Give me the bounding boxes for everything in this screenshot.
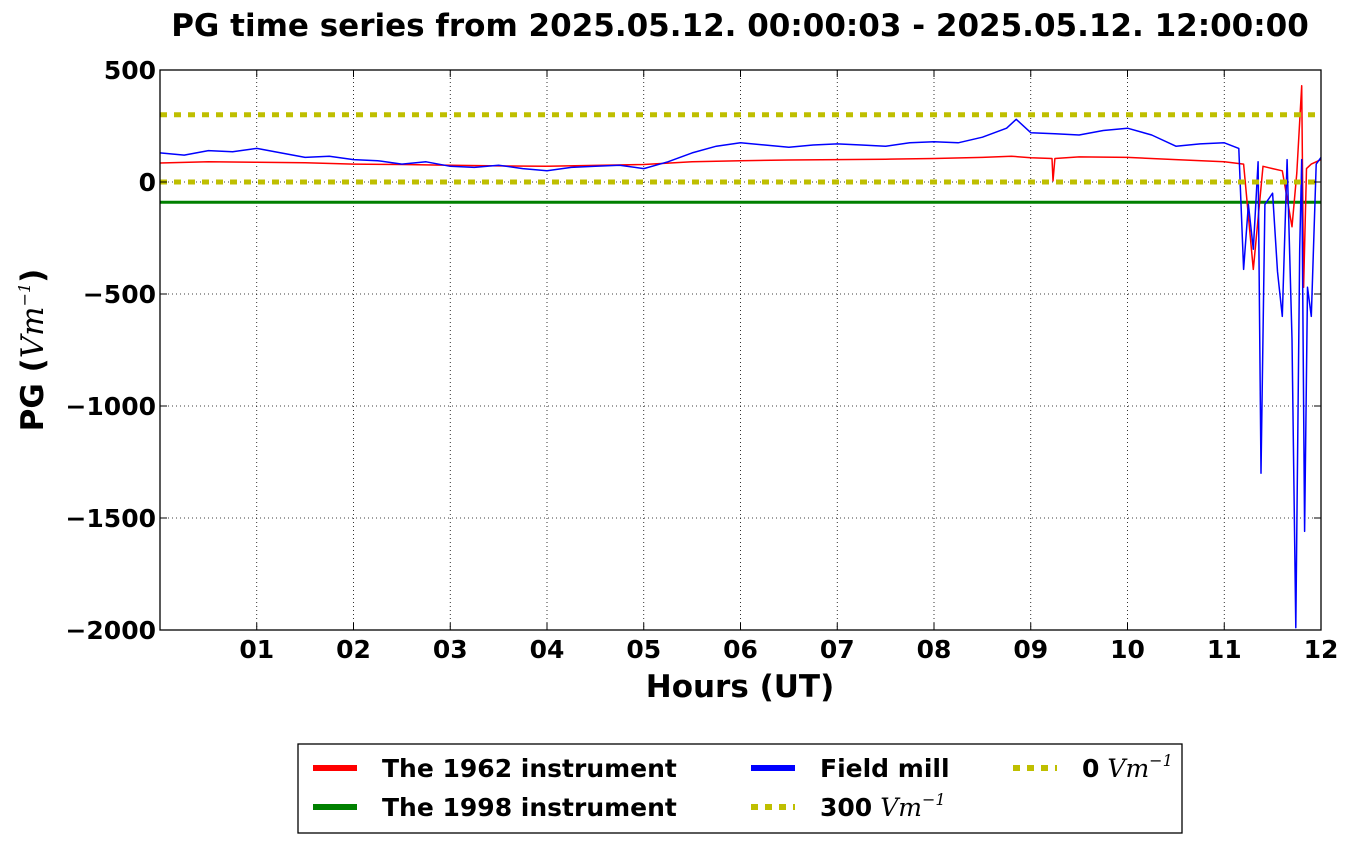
y-axis-label-unit: Vm: [15, 306, 51, 358]
legend-label-1962: The 1962 instrument: [382, 754, 677, 783]
y-axis-label-suffix: ): [15, 269, 51, 283]
legend-label-300: 300 Vm−1: [820, 790, 946, 822]
y-tick-label: −1500: [65, 504, 156, 533]
x-tick-label: 12: [1304, 635, 1339, 664]
x-tick-label: 05: [626, 635, 661, 664]
x-tick-label: 06: [723, 635, 758, 664]
legend-label-0: 0 Vm−1: [1082, 751, 1173, 783]
x-tick-label: 03: [433, 635, 468, 664]
x-tick-label: 11: [1207, 635, 1242, 664]
y-tick-label: 500: [104, 56, 156, 85]
x-tick-label: 08: [917, 635, 952, 664]
x-axis-label: Hours (UT): [646, 669, 835, 705]
legend: The 1962 instrument The 1998 instrument …: [297, 743, 1183, 834]
y-tick-label: −1000: [65, 392, 156, 421]
legend-label-300-exponent: −1: [922, 790, 946, 809]
y-axis-ticks: 500 0 −500 −1000 −1500 −2000: [65, 56, 1321, 645]
x-axis-ticks: 01 02 03 04 05 06 07 08 09 10 11 12: [239, 70, 1338, 664]
y-tick-label: −500: [83, 280, 156, 309]
chart-title: PG time series from 2025.05.12. 00:00:03…: [171, 8, 1309, 44]
x-tick-label: 01: [239, 635, 274, 664]
legend-label-0-exponent: −1: [1149, 751, 1173, 770]
y-tick-label: −2000: [65, 616, 156, 645]
y-axis-label: PG (Vm−1): [15, 269, 51, 432]
legend-label-0-unit: Vm: [1107, 754, 1149, 783]
legend-label-0-value: 0: [1082, 754, 1099, 783]
x-tick-label: 07: [820, 635, 855, 664]
legend-label-field-mill: Field mill: [820, 754, 950, 783]
x-tick-label: 09: [1013, 635, 1048, 664]
grid: [160, 70, 1321, 630]
y-axis-label-unit-exponent: −1: [15, 283, 34, 307]
x-tick-label: 02: [336, 635, 371, 664]
series-layer: [159, 84, 1322, 629]
legend-box: [297, 743, 1183, 834]
legend-label-300-unit: Vm: [880, 793, 922, 822]
series-line-field-mill: [159, 118, 1322, 629]
x-tick-label: 04: [530, 635, 565, 664]
y-tick-label: 0: [139, 168, 156, 197]
x-tick-label: 10: [1110, 635, 1145, 664]
legend-label-300-value: 300: [820, 793, 872, 822]
legend-label-1998: The 1998 instrument: [382, 793, 677, 822]
y-axis-label-prefix: PG (: [15, 358, 51, 431]
